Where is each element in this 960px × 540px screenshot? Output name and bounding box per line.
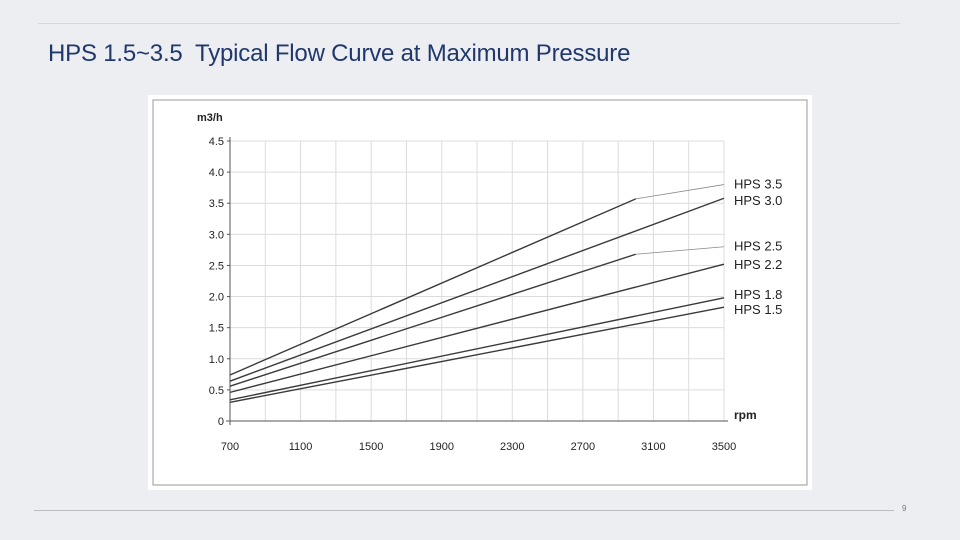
x-tick-label: 3500 <box>712 441 736 453</box>
y-tick-label: 2.0 <box>209 292 224 304</box>
series-line <box>229 263 725 394</box>
top-divider <box>38 23 900 24</box>
slide-title: HPS 1.5~3.5 Typical Flow Curve at Maximu… <box>48 40 631 67</box>
x-axis-label: rpm <box>734 408 757 422</box>
series-line <box>229 253 637 387</box>
series-line <box>229 198 637 376</box>
series-label: HPS 3.5 <box>734 176 782 191</box>
y-tick-label: 2.5 <box>209 260 224 272</box>
series-label: HPS 2.2 <box>734 257 782 272</box>
y-tick-label: 0.5 <box>209 385 224 397</box>
series-label: HPS 1.8 <box>734 287 782 302</box>
x-tick-label: 1100 <box>289 441 313 453</box>
x-tick-label: 3100 <box>641 441 665 453</box>
series-line <box>229 197 725 382</box>
bottom-divider <box>34 510 894 511</box>
y-tick-label: 3.5 <box>209 198 224 210</box>
series-leader-line <box>635 184 725 200</box>
x-tick-label: 2700 <box>571 441 595 453</box>
y-tick-label: 1.5 <box>209 323 224 335</box>
page-number: 9 <box>902 504 907 513</box>
y-tick-label: 0 <box>218 416 224 428</box>
series-line <box>229 306 725 404</box>
x-tick-label: 1900 <box>429 441 453 453</box>
x-tick-label: 700 <box>221 441 239 453</box>
series-label: HPS 1.5 <box>734 302 782 317</box>
x-tick-label: 2300 <box>500 441 524 453</box>
series-label: HPS 2.5 <box>734 239 782 254</box>
series-leader-line <box>635 246 725 255</box>
series-line <box>229 297 725 401</box>
y-tick-label: 4.0 <box>209 167 224 179</box>
y-tick-label: 3.0 <box>209 229 224 241</box>
chart-border <box>152 99 808 486</box>
y-axis-label: m3/h <box>197 112 223 124</box>
y-tick-label: 1.0 <box>209 354 224 366</box>
flow-curve-chart: 0 0.5 1.0 1.5 2.0 2.5 3.0 3.5 4.0 4.5 700 1100 1500 1… <box>148 95 812 490</box>
series-label: HPS 3.0 <box>734 193 782 208</box>
y-tick-label: 4.5 <box>209 136 224 148</box>
chart-svg: 0 0.5 1.0 1.5 2.0 2.5 3.0 3.5 4.0 4.5 700 1100 1500 1… <box>152 99 808 486</box>
x-tick-label: 1500 <box>359 441 383 453</box>
